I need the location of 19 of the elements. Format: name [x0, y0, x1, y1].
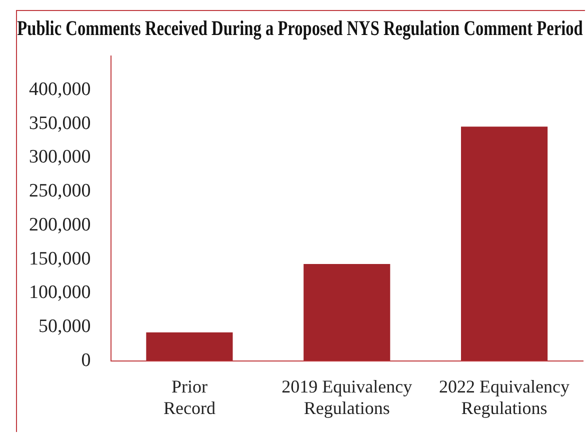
category-label: Regulations [304, 398, 390, 418]
category-label: 2019 Equivalency [282, 376, 412, 396]
y-tick-label: 200,000 [29, 214, 91, 236]
category-label: Prior [171, 376, 208, 396]
bar [146, 332, 233, 361]
y-tick-label: 300,000 [29, 146, 91, 168]
y-tick-label: 250,000 [29, 180, 91, 202]
y-tick-label: 50,000 [38, 316, 91, 337]
chart-title: Public Comments Received During a Proposed NYS Regulation Comment Period [17, 17, 584, 41]
y-tick-label: 350,000 [29, 112, 91, 134]
y-tick-label: 100,000 [29, 282, 91, 304]
y-tick-label: 400,000 [29, 79, 91, 100]
category-label: Regulations [461, 398, 548, 418]
bar [461, 126, 548, 361]
y-tick-label: 0 [81, 350, 91, 371]
bar [304, 264, 390, 361]
category-label: 2022 Equivalency [439, 376, 570, 396]
category-label: Record [163, 398, 216, 418]
y-tick-label: 150,000 [29, 248, 91, 270]
